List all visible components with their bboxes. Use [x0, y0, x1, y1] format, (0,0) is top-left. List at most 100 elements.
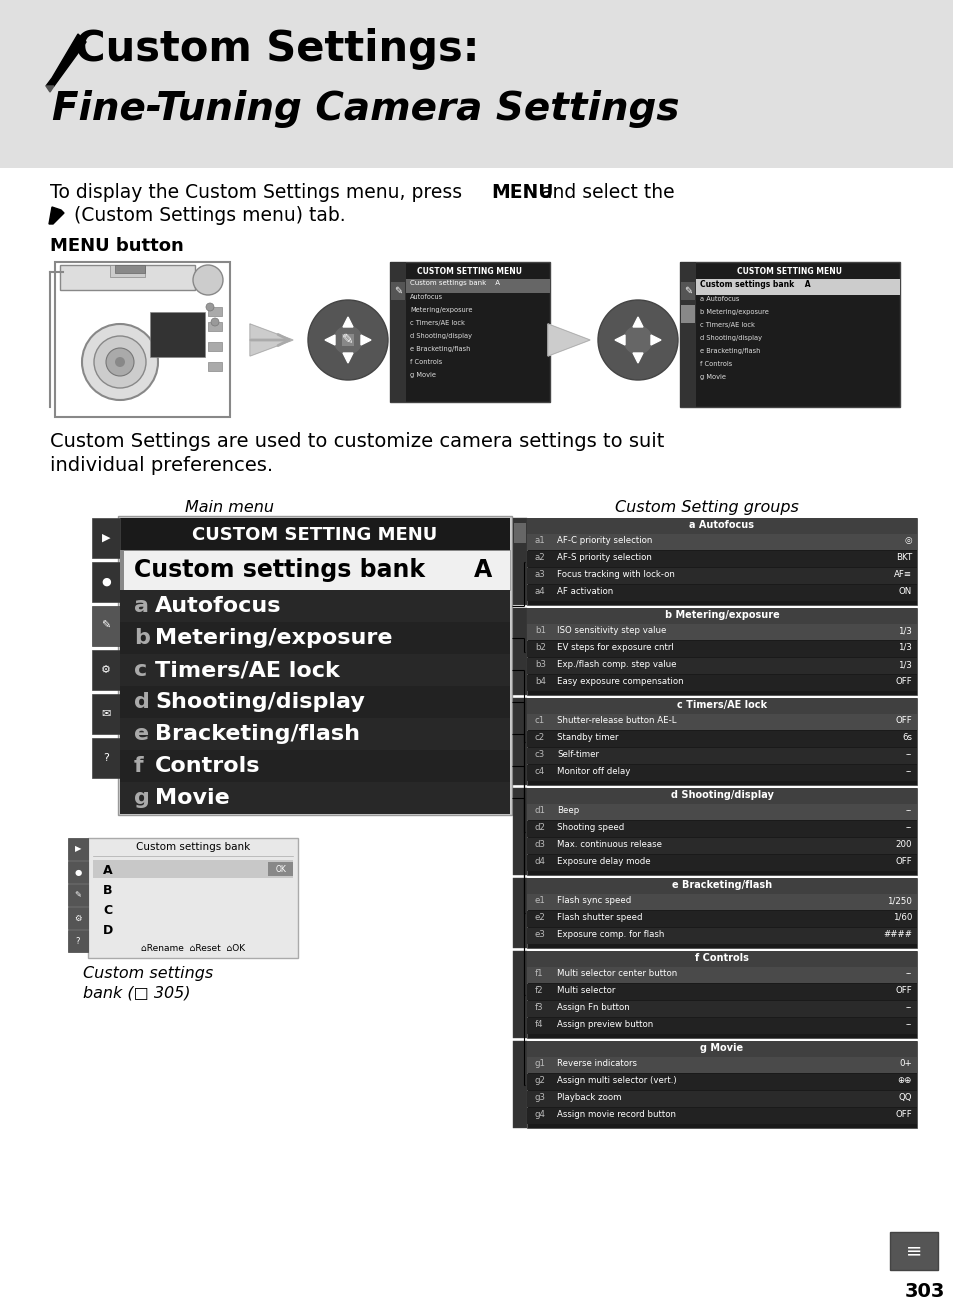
Text: Custom settings: Custom settings: [83, 966, 213, 982]
Text: Custom Settings are used to customize camera settings to suit: Custom Settings are used to customize ca…: [50, 432, 663, 451]
Bar: [391, 283, 405, 300]
Text: --: --: [904, 1020, 911, 1029]
Bar: [406, 279, 550, 293]
Text: Custom settings bank    A: Custom settings bank A: [410, 280, 499, 286]
Bar: [526, 855, 916, 871]
Text: b4: b4: [535, 677, 545, 686]
Text: g1: g1: [535, 1059, 545, 1068]
Bar: [0, 0, 953, 168]
Polygon shape: [325, 335, 335, 346]
Text: To display the Custom Settings menu, press: To display the Custom Settings menu, pre…: [50, 183, 468, 202]
Text: e1: e1: [535, 896, 545, 905]
Bar: [526, 698, 916, 714]
Text: Controls: Controls: [154, 756, 260, 777]
Text: g3: g3: [535, 1093, 545, 1102]
Bar: [208, 322, 222, 331]
Bar: [889, 1233, 937, 1271]
Text: ◎: ◎: [903, 536, 911, 545]
Text: Focus tracking with lock-on: Focus tracking with lock-on: [557, 570, 674, 579]
Text: a3: a3: [535, 570, 545, 579]
Bar: [526, 714, 916, 731]
Text: ?: ?: [103, 753, 109, 763]
Bar: [110, 265, 145, 277]
Bar: [679, 261, 899, 407]
Circle shape: [94, 336, 146, 388]
Text: Custom settings bank: Custom settings bank: [133, 558, 425, 582]
Bar: [390, 261, 406, 402]
Text: Assign movie record button: Assign movie record button: [557, 1110, 676, 1120]
Circle shape: [333, 325, 363, 355]
Bar: [526, 1056, 916, 1074]
Text: --: --: [904, 968, 911, 978]
Polygon shape: [547, 325, 589, 356]
Text: g: g: [133, 788, 150, 808]
Bar: [526, 641, 916, 657]
Bar: [526, 585, 916, 600]
Text: Assign multi selector (vert.): Assign multi selector (vert.): [557, 1076, 676, 1085]
Text: c4: c4: [535, 767, 545, 777]
Text: 6s: 6s: [901, 733, 911, 742]
Bar: [526, 518, 916, 604]
Bar: [120, 717, 510, 750]
Text: b2: b2: [535, 643, 545, 652]
Text: b1: b1: [535, 625, 545, 635]
Bar: [341, 334, 354, 346]
Text: ≡: ≡: [904, 1242, 922, 1260]
Text: d Shooting/display: d Shooting/display: [670, 790, 773, 800]
Bar: [526, 821, 916, 837]
Bar: [679, 261, 696, 407]
Bar: [120, 590, 510, 622]
Text: c: c: [133, 660, 147, 681]
Text: OFF: OFF: [894, 716, 911, 725]
Text: Timers/AE lock: Timers/AE lock: [154, 660, 339, 681]
Text: Max. continuous release: Max. continuous release: [557, 840, 661, 849]
Text: Metering/exposure: Metering/exposure: [410, 307, 472, 313]
Bar: [208, 361, 222, 371]
Text: d: d: [133, 692, 150, 712]
Text: Beep: Beep: [557, 805, 578, 815]
Bar: [526, 624, 916, 640]
Circle shape: [82, 325, 158, 399]
Text: Custom settings bank    A: Custom settings bank A: [700, 280, 810, 289]
Text: a: a: [133, 597, 149, 616]
Text: Reverse indicators: Reverse indicators: [557, 1059, 637, 1068]
Text: ▶: ▶: [74, 845, 81, 854]
Bar: [91, 518, 120, 558]
Bar: [526, 967, 916, 983]
Bar: [120, 750, 510, 782]
Bar: [514, 523, 525, 543]
Bar: [513, 951, 526, 1038]
Bar: [680, 305, 695, 323]
Text: Shutter-release button AE-L: Shutter-release button AE-L: [557, 716, 676, 725]
Text: Assign Fn button: Assign Fn button: [557, 1003, 629, 1012]
Bar: [513, 878, 526, 947]
Bar: [526, 951, 916, 1038]
Bar: [513, 518, 526, 604]
Text: OFF: OFF: [894, 857, 911, 866]
Text: AF activation: AF activation: [557, 587, 613, 597]
Circle shape: [193, 265, 223, 296]
Text: A: A: [103, 865, 112, 876]
Text: ####: ####: [882, 930, 911, 940]
Text: Shooting/display: Shooting/display: [154, 692, 364, 712]
Text: AF-C priority selection: AF-C priority selection: [557, 536, 652, 545]
Text: OFF: OFF: [894, 677, 911, 686]
Text: C: C: [103, 904, 112, 917]
Polygon shape: [46, 34, 86, 85]
Text: Autofocus: Autofocus: [410, 294, 442, 300]
Text: ✎: ✎: [101, 622, 111, 631]
Text: c Timers/AE lock: c Timers/AE lock: [677, 700, 766, 710]
Text: --: --: [904, 823, 911, 832]
Text: f Controls: f Controls: [695, 953, 748, 963]
Bar: [526, 951, 916, 967]
Bar: [526, 911, 916, 926]
Bar: [526, 788, 916, 875]
Text: a Autofocus: a Autofocus: [689, 520, 754, 530]
Text: ●: ●: [101, 577, 111, 587]
Text: 303: 303: [904, 1282, 944, 1301]
Text: b Metering/exposure: b Metering/exposure: [664, 610, 779, 620]
Bar: [526, 1108, 916, 1123]
Bar: [91, 606, 120, 646]
Text: OFF: OFF: [894, 986, 911, 995]
Circle shape: [206, 304, 213, 311]
